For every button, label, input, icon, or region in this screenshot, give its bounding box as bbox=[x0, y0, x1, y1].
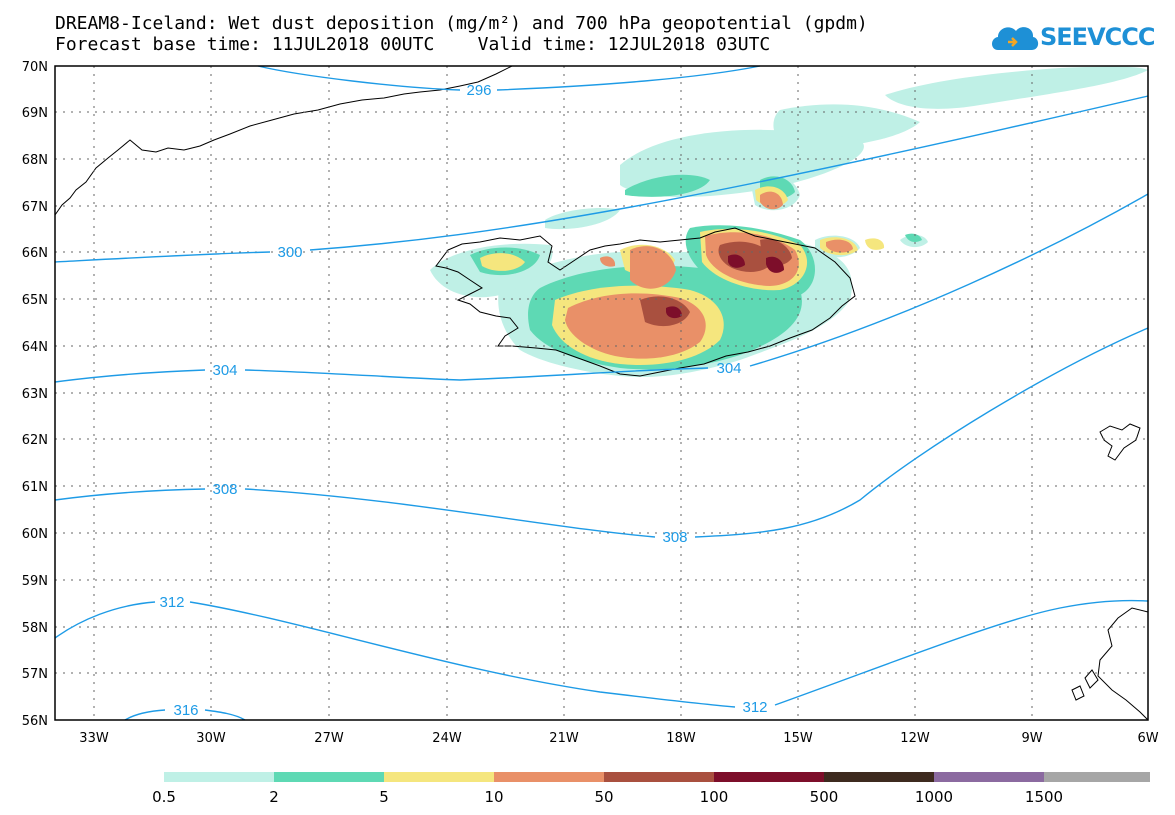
legend-label: 100 bbox=[700, 788, 729, 806]
contour-label: 296 bbox=[466, 82, 491, 99]
lon-label: 30W bbox=[196, 731, 226, 746]
legend-label: 500 bbox=[810, 788, 839, 806]
contour-label: 312 bbox=[159, 594, 184, 611]
lat-label: 68N bbox=[22, 153, 48, 168]
iceland-coast bbox=[435, 227, 856, 377]
legend-label: 2 bbox=[269, 788, 279, 806]
contour-308 bbox=[54, 327, 1149, 538]
legend-swatch bbox=[164, 772, 274, 782]
legend-colorbar bbox=[164, 772, 1150, 782]
greenland-coast bbox=[54, 65, 513, 216]
lat-label: 62N bbox=[22, 433, 48, 448]
contour-label: 308 bbox=[662, 529, 687, 546]
contour-label: 304 bbox=[212, 362, 237, 379]
legend-swatch bbox=[1044, 772, 1150, 782]
latitude-labels: 70N 69N 68N 67N 66N 65N 64N 63N 62N 61N … bbox=[22, 60, 48, 729]
lat-label: 66N bbox=[22, 246, 48, 261]
lat-label: 58N bbox=[22, 621, 48, 636]
lon-label: 21W bbox=[549, 731, 579, 746]
seevccc-logo: SEEVCCC bbox=[990, 20, 1155, 60]
lon-label: 27W bbox=[314, 731, 344, 746]
lat-label: 64N bbox=[22, 340, 48, 355]
legend-swatch bbox=[714, 772, 824, 782]
faroe-islands bbox=[1099, 423, 1141, 461]
legend-label: 5 bbox=[379, 788, 389, 806]
lat-label: 67N bbox=[22, 200, 48, 215]
forecast-times: Forecast base time: 11JUL2018 00UTC Vali… bbox=[55, 34, 771, 55]
lon-label: 33W bbox=[79, 731, 109, 746]
geopotential-contours bbox=[54, 65, 1149, 721]
lat-label: 65N bbox=[22, 293, 48, 308]
lat-label: 69N bbox=[22, 106, 48, 121]
contour-312 bbox=[54, 599, 1149, 708]
legend-label: 1500 bbox=[1025, 788, 1063, 806]
legend-label: 50 bbox=[594, 788, 613, 806]
lat-label: 56N bbox=[22, 714, 48, 729]
lat-label: 61N bbox=[22, 480, 48, 495]
cloud-icon bbox=[992, 27, 1039, 50]
lat-label: 70N bbox=[22, 60, 48, 75]
legend-label: 10 bbox=[484, 788, 503, 806]
legend-swatch bbox=[384, 772, 494, 782]
graticule bbox=[55, 66, 1148, 720]
contour-296 bbox=[257, 65, 761, 91]
lat-label: 63N bbox=[22, 387, 48, 402]
legend-swatch bbox=[604, 772, 714, 782]
lon-label: 24W bbox=[432, 731, 462, 746]
legend-swatch bbox=[494, 772, 604, 782]
legend-label: 1000 bbox=[915, 788, 953, 806]
contour-label: 312 bbox=[742, 699, 767, 716]
logo-text: SEEVCCC bbox=[1040, 23, 1155, 51]
contour-label: 316 bbox=[173, 702, 198, 719]
legend-swatch bbox=[934, 772, 1044, 782]
legend-labels: 0.5 2 5 10 50 100 500 1000 1500 bbox=[152, 788, 1063, 806]
map-title: DREAM8-Iceland: Wet dust deposition (mg/… bbox=[55, 13, 868, 34]
contour-304 bbox=[54, 193, 1149, 383]
legend-swatch bbox=[274, 772, 384, 782]
legend-swatch bbox=[824, 772, 934, 782]
contour-label: 308 bbox=[212, 481, 237, 498]
legend-label: 0.5 bbox=[152, 788, 176, 806]
contour-label: 304 bbox=[716, 360, 741, 377]
lon-label: 12W bbox=[900, 731, 930, 746]
lon-label: 18W bbox=[666, 731, 696, 746]
lat-label: 59N bbox=[22, 574, 48, 589]
contour-300 bbox=[54, 95, 1149, 263]
contour-labels: 296 300 304 304 308 308 312 312 316 bbox=[159, 82, 767, 719]
lon-label: 6W bbox=[1137, 731, 1158, 746]
lon-label: 15W bbox=[783, 731, 813, 746]
longitude-labels: 33W 30W 27W 24W 21W 18W 15W 12W 9W 6W bbox=[79, 731, 1158, 746]
lat-label: 57N bbox=[22, 667, 48, 682]
contour-label: 300 bbox=[277, 244, 302, 261]
contour-316 bbox=[124, 709, 246, 721]
lat-label: 60N bbox=[22, 527, 48, 542]
lon-label: 9W bbox=[1021, 731, 1042, 746]
map-frame bbox=[54, 65, 1149, 721]
scotland-coast bbox=[1097, 607, 1149, 721]
dust-deposition-shading bbox=[430, 66, 1148, 378]
